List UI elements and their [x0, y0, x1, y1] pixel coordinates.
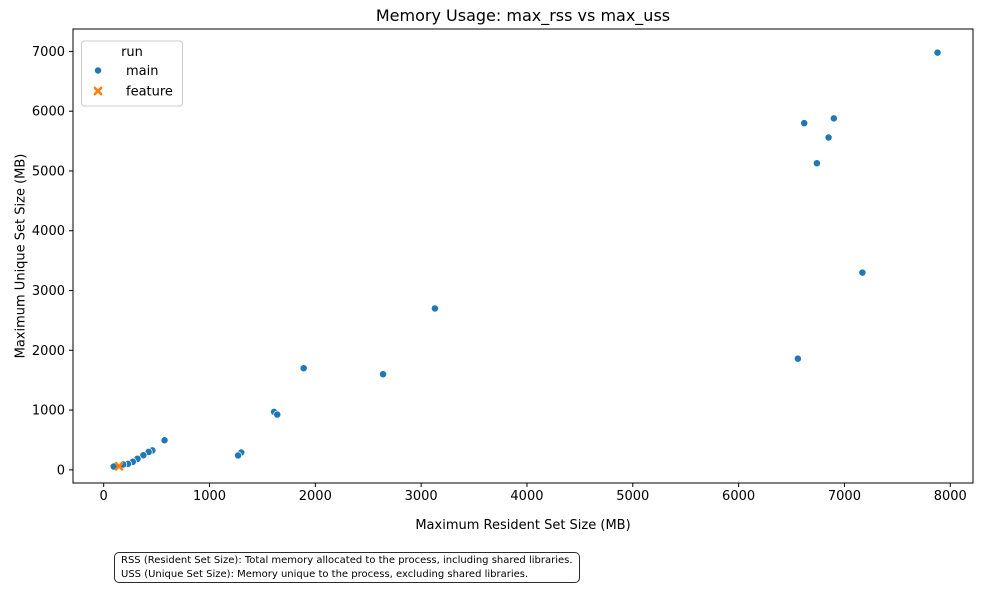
x-axis-label: Maximum Resident Set Size (MB) — [415, 518, 631, 533]
x-tick-label: 3000 — [405, 489, 438, 504]
x-tick-label: 1000 — [193, 489, 226, 504]
data-point-main — [829, 114, 838, 123]
data-point-main — [858, 268, 867, 277]
x-tick-label: 7000 — [828, 489, 861, 504]
y-axis-label: Maximum Unique Set Size (MB) — [13, 153, 29, 359]
data-point-main — [933, 48, 942, 57]
legend-box — [81, 40, 183, 107]
legend-title: run — [121, 45, 143, 60]
chart-title: Memory Usage: max_rss vs max_uss — [375, 6, 671, 25]
y-tick-label: 0 — [57, 463, 65, 478]
data-point-main — [379, 370, 388, 379]
footnote-box: RSS (Resident Set Size): Total memory al… — [114, 552, 580, 583]
data-point-main — [430, 304, 439, 313]
legend-marker-main — [94, 66, 102, 75]
footnote-line-uss: USS (Unique Set Size): Memory unique to … — [121, 568, 529, 580]
x-tick-label: 6000 — [722, 489, 755, 504]
y-tick-label: 6000 — [32, 105, 65, 120]
plot-frame — [72, 28, 974, 484]
legend-marker-feature — [93, 86, 103, 96]
y-tick-label: 7000 — [32, 45, 65, 60]
x-tick-label: 8000 — [934, 489, 967, 504]
data-point-main — [139, 451, 148, 460]
data-point-main — [273, 410, 282, 419]
y-tick-label: 1000 — [32, 404, 65, 419]
data-point-main — [800, 119, 809, 128]
x-tick-label: 0 — [100, 489, 108, 504]
y-tick-label: 4000 — [32, 224, 65, 239]
y-tick-label: 5000 — [32, 164, 65, 179]
x-tick-label: 4000 — [510, 489, 543, 504]
x-tick-label: 2000 — [299, 489, 332, 504]
y-tick-label: 2000 — [32, 344, 65, 359]
data-point-main — [160, 436, 169, 445]
footnote-line-rss: RSS (Resident Set Size): Total memory al… — [121, 555, 573, 566]
data-point-feature — [114, 461, 124, 471]
legend-label-main: main — [126, 64, 158, 79]
data-point-main — [824, 133, 833, 142]
x-tick-label: 5000 — [616, 489, 649, 504]
data-point-main — [812, 159, 821, 168]
y-tick-label: 3000 — [32, 284, 65, 299]
data-point-main — [299, 364, 308, 373]
data-point-main — [234, 451, 243, 460]
legend-label-feature: feature — [126, 85, 173, 100]
data-point-main — [793, 354, 802, 363]
